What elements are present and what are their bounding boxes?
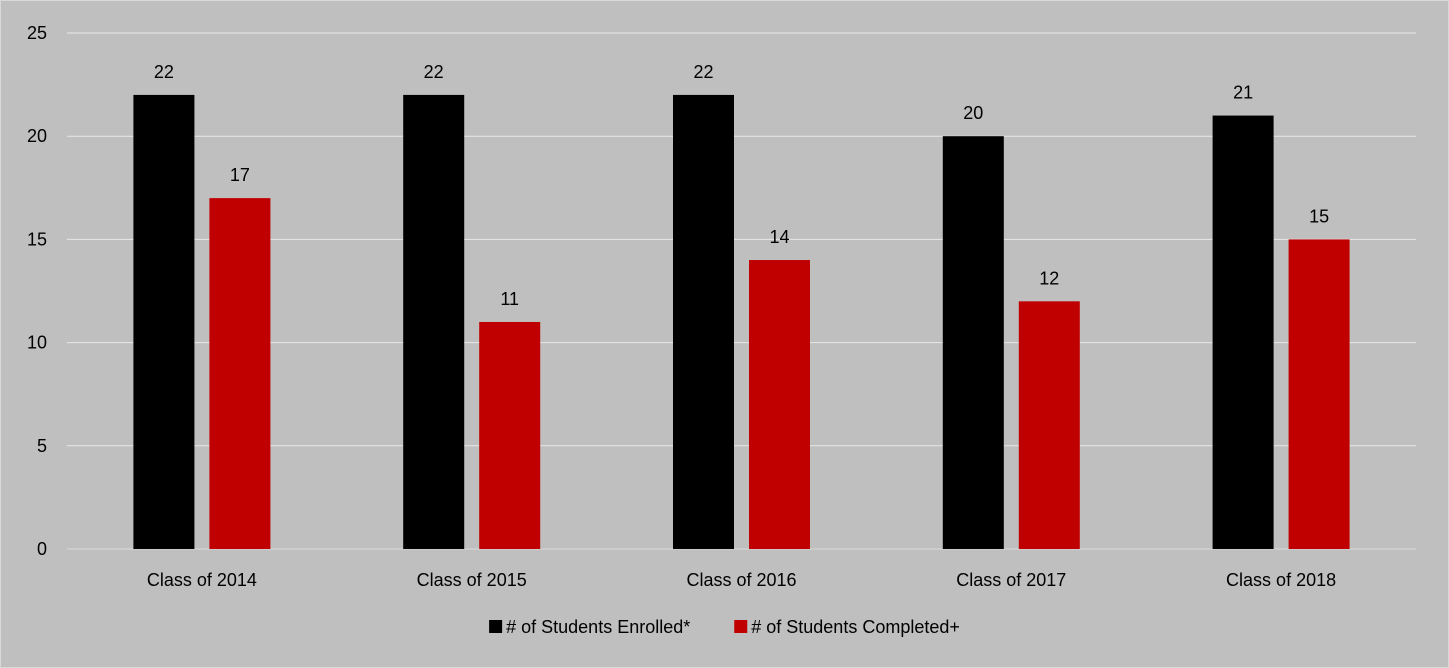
data-label: 15	[1309, 206, 1329, 226]
x-tick-label: Class of 2015	[417, 570, 527, 590]
data-label: 21	[1233, 83, 1253, 103]
bar	[749, 260, 810, 549]
x-tick-label: Class of 2016	[686, 570, 796, 590]
legend-swatch	[489, 620, 503, 633]
legend-item: # of Students Completed+	[734, 617, 960, 637]
bars	[133, 94, 1350, 550]
legend-label: # of Students Completed+	[751, 617, 960, 637]
y-tick-label: 10	[27, 333, 47, 353]
data-label: 22	[424, 62, 444, 82]
y-tick-label: 20	[27, 126, 47, 146]
legend: # of Students Enrolled* # of Students Com…	[489, 617, 960, 637]
bar	[1212, 115, 1274, 549]
y-tick-label: 25	[27, 23, 47, 43]
y-tick-label: 15	[27, 229, 47, 249]
data-label: 12	[1039, 268, 1059, 288]
y-tick-label: 0	[37, 539, 47, 559]
data-label: 14	[769, 227, 789, 247]
x-axis: Class of 2014 Class of 2015 Class of 2016 C…	[147, 570, 1336, 590]
x-tick-label: Class of 2017	[956, 570, 1066, 590]
data-label: 20	[963, 103, 983, 123]
data-label: 11	[500, 289, 519, 309]
bar	[133, 94, 195, 550]
bar	[1018, 301, 1080, 549]
bar	[479, 321, 541, 549]
y-axis: 0 5 10 15 20 25	[27, 23, 47, 559]
data-labels: 22 17 22 11 22 14 20 12 21 15	[154, 62, 1329, 309]
gridlines	[67, 32, 1416, 550]
y-tick-label: 5	[37, 436, 47, 456]
legend-item: # of Students Enrolled*	[489, 617, 690, 637]
legend-swatch	[734, 620, 748, 633]
x-tick-label: Class of 2014	[147, 570, 257, 590]
data-label: 22	[154, 62, 174, 82]
bar	[942, 136, 1004, 549]
x-tick-label: Class of 2018	[1226, 570, 1336, 590]
data-label: 17	[230, 165, 250, 185]
bar	[673, 94, 734, 550]
data-label: 22	[693, 62, 713, 82]
bar	[1288, 239, 1350, 549]
bar	[209, 198, 271, 549]
bar	[403, 94, 465, 550]
legend-label: # of Students Enrolled*	[506, 617, 690, 637]
